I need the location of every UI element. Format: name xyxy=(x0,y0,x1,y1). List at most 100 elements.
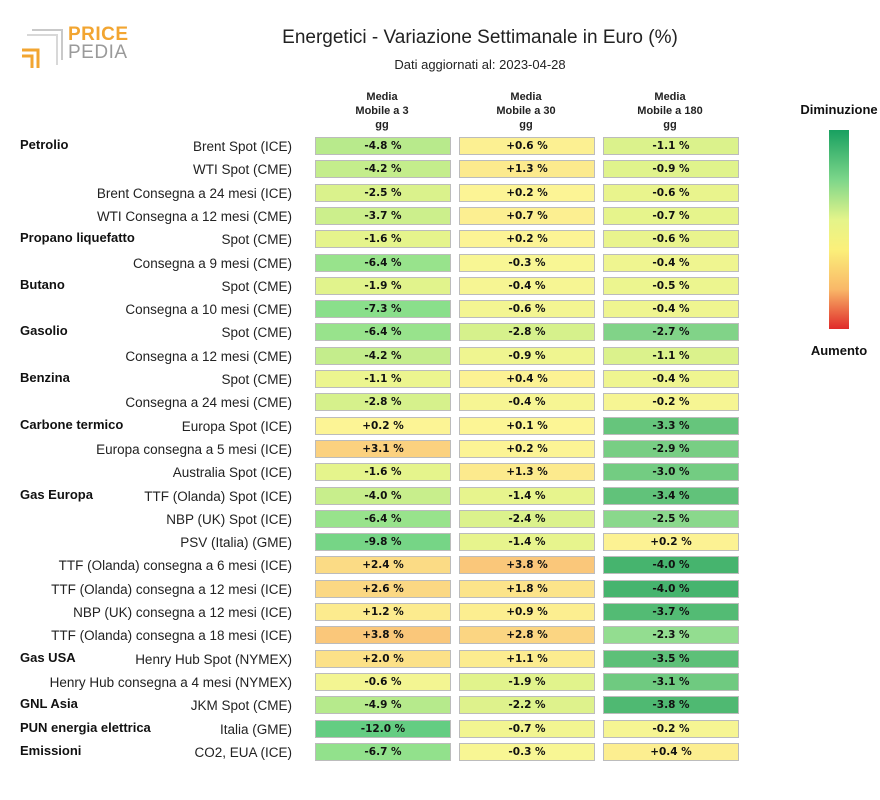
heatmap-cell: +1.3 % xyxy=(459,160,595,178)
heatmap-cell: -0.2 % xyxy=(603,393,739,411)
column-header-ma3: Media Mobile a 3 gg xyxy=(314,90,450,132)
heatmap-cell: -0.2 % xyxy=(603,720,739,738)
group-label: Propano liquefatto xyxy=(20,230,135,245)
row-label: PSV (Italia) (GME) xyxy=(180,535,292,550)
heatmap-cell: +1.8 % xyxy=(459,580,595,598)
heatmap-cell: -4.0 % xyxy=(603,580,739,598)
heatmap-cell: -0.6 % xyxy=(459,300,595,318)
row-label: TTF (Olanda) consegna a 6 mesi (ICE) xyxy=(58,558,292,573)
heatmap-cell: -1.9 % xyxy=(459,673,595,691)
group-label: Petrolio xyxy=(20,137,69,152)
heatmap-cell: +3.8 % xyxy=(315,626,451,644)
heatmap-cell: +0.2 % xyxy=(603,533,739,551)
heatmap-cell: -2.4 % xyxy=(459,510,595,528)
row-label: JKM Spot (CME) xyxy=(190,698,292,713)
heatmap-cell: -0.7 % xyxy=(603,207,739,225)
heatmap-cell: +0.9 % xyxy=(459,603,595,621)
row-label: NBP (UK) Spot (ICE) xyxy=(166,512,292,527)
row-label: NBP (UK) consegna a 12 mesi (ICE) xyxy=(73,605,292,620)
legend-top-label: Diminuzione xyxy=(800,102,878,117)
row-label: TTF (Olanda) consegna a 18 mesi (ICE) xyxy=(51,628,292,643)
heatmap-cell: +2.6 % xyxy=(315,580,451,598)
heatmap-cell: -0.3 % xyxy=(459,743,595,761)
group-label: Carbone termico xyxy=(20,417,124,432)
column-header-line: Mobile a 30 xyxy=(496,105,556,117)
heatmap-cell: +3.8 % xyxy=(459,556,595,574)
heatmap-cell: -9.8 % xyxy=(315,533,451,551)
row-label: Consegna a 9 mesi (CME) xyxy=(132,256,292,271)
heatmap-cell: -1.9 % xyxy=(315,277,451,295)
heatmap-cell: -2.9 % xyxy=(603,440,739,458)
heatmap-cell: -1.1 % xyxy=(315,370,451,388)
heatmap-cell: +0.4 % xyxy=(603,743,739,761)
heatmap-cell: -2.8 % xyxy=(459,323,595,341)
heatmap-cell: -1.4 % xyxy=(459,533,595,551)
heatmap-cell: +0.7 % xyxy=(459,207,595,225)
row-label: Spot (CME) xyxy=(221,372,292,387)
row-label: Spot (CME) xyxy=(221,325,292,340)
heatmap-cell: -2.2 % xyxy=(459,696,595,714)
row-label: Consegna a 10 mesi (CME) xyxy=(125,302,292,317)
group-label: Gas USA xyxy=(20,650,76,665)
heatmap-cell: -1.4 % xyxy=(459,487,595,505)
heatmap-cell: -0.5 % xyxy=(603,277,739,295)
heatmap-cell: -4.8 % xyxy=(315,137,451,155)
column-header-line: Mobile a 3 xyxy=(355,105,409,117)
color-scale-bar xyxy=(829,130,849,329)
heatmap-cell: +1.3 % xyxy=(459,463,595,481)
row-label: Australia Spot (ICE) xyxy=(172,465,292,480)
row-label: TTF (Olanda) Spot (ICE) xyxy=(144,489,292,504)
chart-title: Energetici - Variazione Settimanale in E… xyxy=(282,27,678,48)
heatmap-cell: -3.7 % xyxy=(603,603,739,621)
heatmap-cell: -2.7 % xyxy=(603,323,739,341)
heatmap-cell: +0.6 % xyxy=(459,137,595,155)
group-label: Gas Europa xyxy=(20,487,93,502)
chart-subtitle: Dati aggiornati al: 2023-04-28 xyxy=(394,57,566,72)
column-header-line: gg xyxy=(663,119,677,131)
row-label: Italia (GME) xyxy=(219,722,292,737)
heatmap-cell: -1.1 % xyxy=(603,347,739,365)
heatmap-cell: +1.1 % xyxy=(459,650,595,668)
heatmap-cell: +3.1 % xyxy=(315,440,451,458)
heatmap-cell: -3.1 % xyxy=(603,673,739,691)
row-label: WTI Spot (CME) xyxy=(192,162,292,177)
heatmap-cell: -4.2 % xyxy=(315,347,451,365)
group-label: PUN energia elettrica xyxy=(20,720,151,735)
row-label: TTF (Olanda) consegna a 12 mesi (ICE) xyxy=(51,582,292,597)
heatmap-cell: +1.2 % xyxy=(315,603,451,621)
heatmap-cell: -1.6 % xyxy=(315,230,451,248)
column-header-line: Mobile a 180 xyxy=(637,105,703,117)
row-label: Henry Hub consegna a 4 mesi (NYMEX) xyxy=(49,675,292,690)
column-header-ma180: Media Mobile a 180 gg xyxy=(602,90,738,132)
heatmap-cell: -2.3 % xyxy=(603,626,739,644)
heatmap-cell: -3.4 % xyxy=(603,487,739,505)
row-label: Spot (CME) xyxy=(221,232,292,247)
heatmap-cell: +0.2 % xyxy=(459,184,595,202)
row-label: CO2, EUA (ICE) xyxy=(194,745,292,760)
heatmap-cell: -2.5 % xyxy=(315,184,451,202)
pricepedia-logo: PRICE PEDIA xyxy=(18,22,128,74)
heatmap-cell: -6.7 % xyxy=(315,743,451,761)
heatmap-cell: -0.3 % xyxy=(459,254,595,272)
heatmap-cell: -12.0 % xyxy=(315,720,451,738)
heatmap-cell: -0.4 % xyxy=(603,300,739,318)
heatmap-cell: +2.8 % xyxy=(459,626,595,644)
group-label: Butano xyxy=(20,277,65,292)
group-label: GNL Asia xyxy=(20,696,78,711)
heatmap-cell: -2.8 % xyxy=(315,393,451,411)
row-label: Brent Consegna a 24 mesi (ICE) xyxy=(96,186,292,201)
group-label: Benzina xyxy=(20,370,70,385)
heatmap-cell: -3.0 % xyxy=(603,463,739,481)
heatmap-cell: +0.1 % xyxy=(459,417,595,435)
column-header-line: gg xyxy=(519,119,533,131)
heatmap-cell: -2.5 % xyxy=(603,510,739,528)
heatmap-cell: -4.0 % xyxy=(315,487,451,505)
column-header-line: Media xyxy=(366,91,398,103)
heatmap-cell: -4.0 % xyxy=(603,556,739,574)
heatmap-cell: -0.4 % xyxy=(459,393,595,411)
heatmap-cell: -3.8 % xyxy=(603,696,739,714)
heatmap-cell: -0.6 % xyxy=(603,230,739,248)
heatmap-cell: -0.9 % xyxy=(603,160,739,178)
row-label: Europa consegna a 5 mesi (ICE) xyxy=(96,442,292,457)
